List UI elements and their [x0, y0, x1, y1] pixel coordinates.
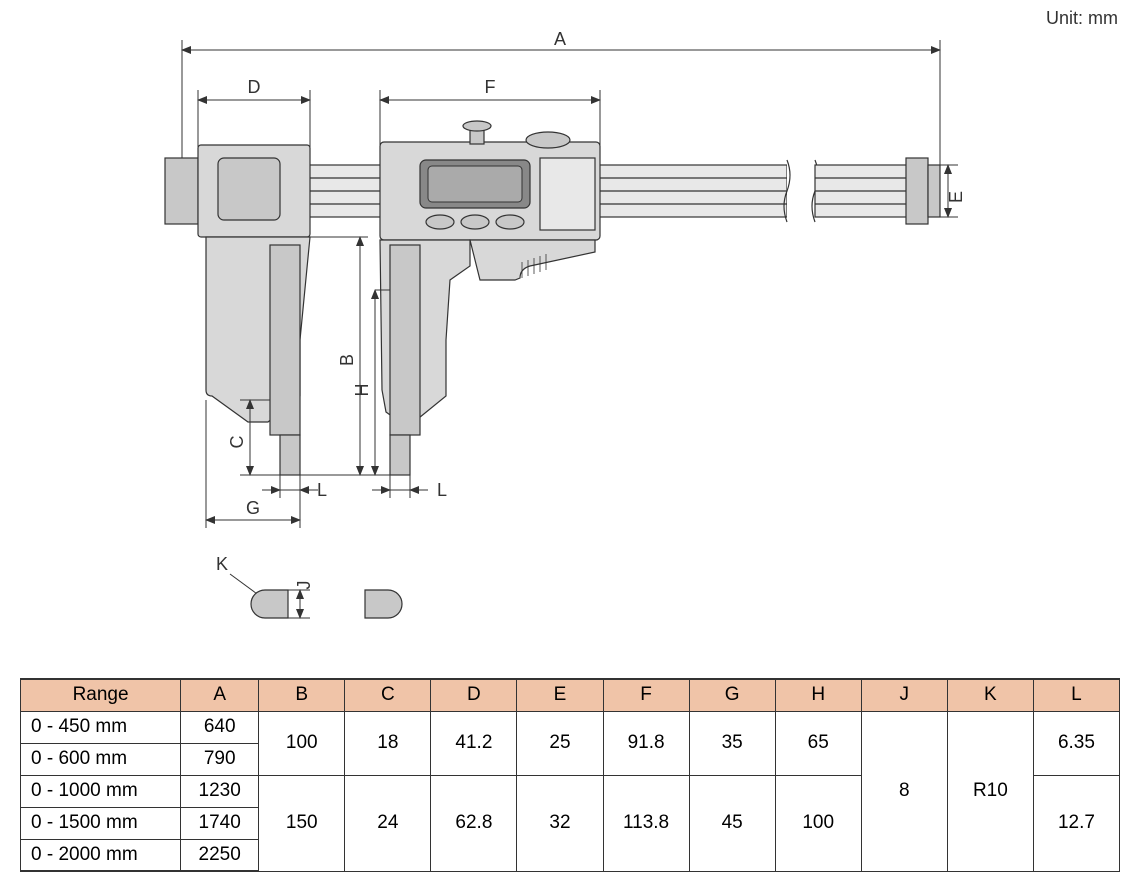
cell-d: 62.8 [431, 775, 517, 871]
cell-j: 8 [861, 711, 947, 871]
cell-g: 35 [689, 711, 775, 775]
cell-range: 0 - 1000 mm [21, 775, 181, 807]
dim-j-label: J [294, 581, 314, 590]
dim-a-label: A [554, 30, 566, 49]
dimension-table: Range A B C D E F G H J K L 0 - 450 mm 6… [20, 678, 1120, 872]
dim-b-label: B [337, 354, 357, 366]
cell-f: 91.8 [603, 711, 689, 775]
col-a: A [181, 679, 259, 711]
table-row: 0 - 450 mm 640 100 18 41.2 25 91.8 35 65… [21, 711, 1120, 743]
cell-a: 1740 [181, 807, 259, 839]
cell-h: 65 [775, 711, 861, 775]
cell-a: 640 [181, 711, 259, 743]
cell-f: 113.8 [603, 775, 689, 871]
cell-a: 1230 [181, 775, 259, 807]
cell-e: 25 [517, 711, 603, 775]
dim-g-label: G [246, 498, 260, 518]
col-e: E [517, 679, 603, 711]
cell-g: 45 [689, 775, 775, 871]
col-range: Range [21, 679, 181, 711]
dim-e-label: E [946, 191, 966, 203]
caliper-diagram: A D F E [150, 30, 970, 630]
cell-e: 32 [517, 775, 603, 871]
cell-c: 24 [345, 775, 431, 871]
dim-l1-label: L [317, 480, 327, 500]
col-h: H [775, 679, 861, 711]
cell-h: 100 [775, 775, 861, 871]
cell-b: 100 [259, 711, 345, 775]
dim-f-label: F [485, 77, 496, 97]
col-l: L [1033, 679, 1119, 711]
col-k: K [947, 679, 1033, 711]
dim-h-label: H [352, 384, 372, 397]
cell-l: 6.35 [1033, 711, 1119, 775]
cell-range: 0 - 1500 mm [21, 807, 181, 839]
col-g: G [689, 679, 775, 711]
cell-range: 0 - 450 mm [21, 711, 181, 743]
cell-range: 0 - 2000 mm [21, 839, 181, 871]
col-j: J [861, 679, 947, 711]
col-f: F [603, 679, 689, 711]
col-d: D [431, 679, 517, 711]
cell-a: 790 [181, 743, 259, 775]
cell-a: 2250 [181, 839, 259, 871]
col-c: C [345, 679, 431, 711]
cell-range: 0 - 600 mm [21, 743, 181, 775]
dim-c-label: C [227, 436, 247, 449]
col-b: B [259, 679, 345, 711]
dim-k-label: K [216, 554, 228, 574]
cell-l: 12.7 [1033, 775, 1119, 871]
cell-k: R10 [947, 711, 1033, 871]
unit-label: Unit: mm [1046, 8, 1118, 29]
cell-c: 18 [345, 711, 431, 775]
cell-d: 41.2 [431, 711, 517, 775]
cell-b: 150 [259, 775, 345, 871]
table-header-row: Range A B C D E F G H J K L [21, 679, 1120, 711]
dim-d-label: D [248, 77, 261, 97]
dim-l2-label: L [437, 480, 447, 500]
